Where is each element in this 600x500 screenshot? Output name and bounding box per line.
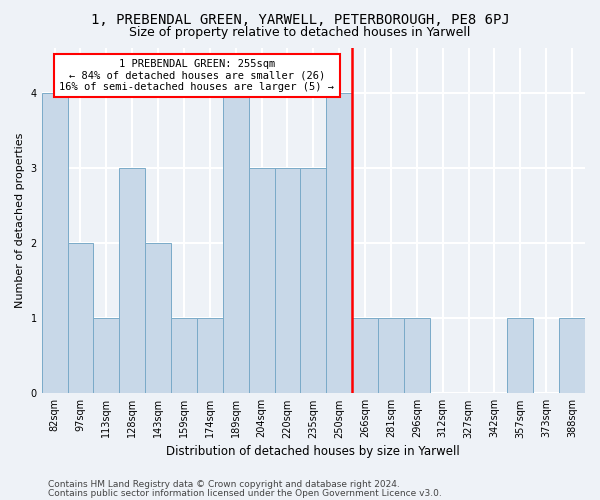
Bar (41, 92, 68, 394)
Bar (301, 168, 326, 394)
Bar (197, 318, 223, 394)
Bar (145, 243, 171, 394)
Y-axis label: Number of detached properties: Number of detached properties (15, 132, 25, 308)
Bar (326, 92, 352, 394)
Bar (559, 318, 585, 394)
Bar (223, 92, 248, 394)
Bar (352, 318, 378, 394)
Text: Contains public sector information licensed under the Open Government Licence v3: Contains public sector information licen… (48, 488, 442, 498)
Bar (248, 168, 275, 394)
Bar (508, 318, 533, 394)
Bar (119, 168, 145, 394)
Text: Size of property relative to detached houses in Yarwell: Size of property relative to detached ho… (130, 26, 470, 39)
Bar (378, 318, 404, 394)
Text: 1, PREBENDAL GREEN, YARWELL, PETERBOROUGH, PE8 6PJ: 1, PREBENDAL GREEN, YARWELL, PETERBOROUG… (91, 12, 509, 26)
Bar (171, 318, 197, 394)
Bar (94, 318, 119, 394)
Text: 1 PREBENDAL GREEN: 255sqm
← 84% of detached houses are smaller (26)
16% of semi-: 1 PREBENDAL GREEN: 255sqm ← 84% of detac… (59, 59, 334, 92)
X-axis label: Distribution of detached houses by size in Yarwell: Distribution of detached houses by size … (166, 444, 460, 458)
Bar (68, 243, 94, 394)
Text: Contains HM Land Registry data © Crown copyright and database right 2024.: Contains HM Land Registry data © Crown c… (48, 480, 400, 489)
Bar (275, 168, 301, 394)
Bar (404, 318, 430, 394)
